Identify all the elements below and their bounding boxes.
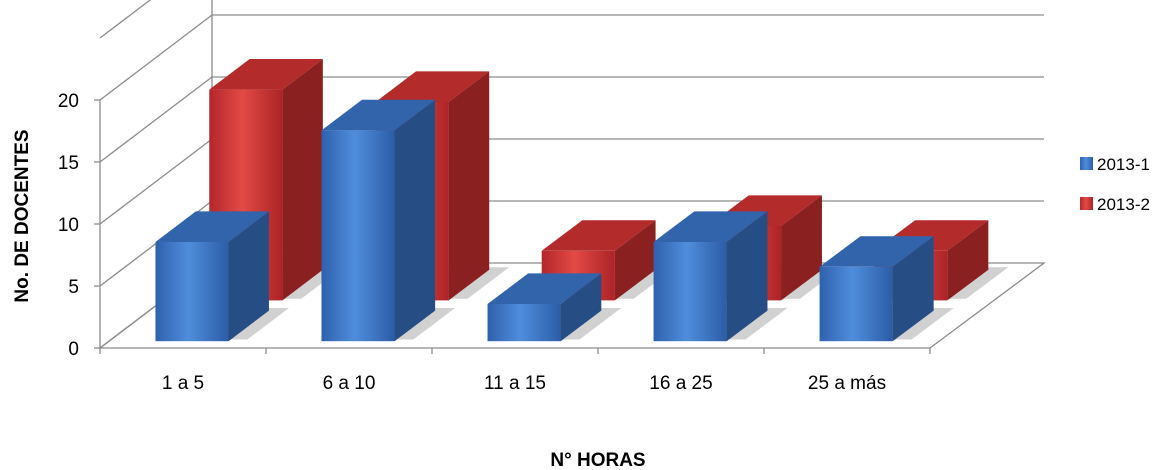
gridline-side <box>99 76 213 163</box>
legend-item-2013-1: 2013-1 <box>1080 155 1150 174</box>
bar-2013-1-5 <box>819 236 954 342</box>
legend-item-2013-2: 2013-2 <box>1080 195 1150 214</box>
bar-top <box>653 211 768 242</box>
legend-swatch <box>1080 197 1093 210</box>
bar-2013-1-1 <box>155 211 289 342</box>
bar-side <box>394 99 436 342</box>
bar-side-shade <box>394 99 436 342</box>
bar-front <box>819 266 893 342</box>
bar-side-shade <box>560 273 602 342</box>
y-axis-title: No. DE DOCENTES <box>12 129 33 302</box>
bar-side-shade <box>892 236 934 342</box>
gridline-side <box>99 0 152 39</box>
bar-top <box>541 220 656 251</box>
y-tick-label: 20 <box>58 91 79 112</box>
bar-top-shade <box>487 273 602 304</box>
bar-side-shade <box>947 220 989 301</box>
y-tick-label: 15 <box>58 153 79 174</box>
x-tick-label: 25 a más <box>808 373 886 394</box>
bar-top-shade <box>819 236 934 267</box>
bar-top-shade <box>541 220 656 251</box>
x-tick-label: 1 a 5 <box>162 373 204 394</box>
x-tick-labels: 1 a 5 6 a 10 11 a 15 16 a 25 25 a más <box>162 373 886 394</box>
bar-front <box>155 242 229 342</box>
bar-top <box>487 273 602 304</box>
legend: 2013-1 2013-2 <box>1080 155 1150 214</box>
bar-front <box>653 242 727 342</box>
bar-top <box>209 59 323 90</box>
y-tick-labels: 0 5 10 15 20 <box>58 91 79 360</box>
bar-top-shade <box>209 59 323 90</box>
bars <box>155 59 1009 342</box>
bar-side <box>282 59 323 301</box>
x-tick-label: 16 a 25 <box>649 373 712 394</box>
bar-side <box>448 71 490 301</box>
bar-top-shade <box>653 211 768 242</box>
bar-top <box>375 71 490 102</box>
bar-side <box>892 236 934 342</box>
x-tick-label: 11 a 15 <box>484 373 546 394</box>
y-tick-label: 5 <box>68 277 79 298</box>
bar-top-shade <box>375 71 490 102</box>
legend-label: 2013-2 <box>1097 195 1150 214</box>
bar-side <box>947 220 989 301</box>
bar-2013-1-3 <box>487 273 622 342</box>
x-tick-label: 6 a 10 <box>323 373 376 394</box>
bar-top <box>819 236 934 267</box>
legend-swatch <box>1080 157 1093 170</box>
bar-side-shade <box>282 59 323 301</box>
bar-top <box>321 99 436 131</box>
legend-label: 2013-1 <box>1097 155 1150 174</box>
bar-2013-1-4 <box>653 211 788 342</box>
bar-side <box>560 273 602 342</box>
gridline-side <box>99 138 213 225</box>
gridlines <box>99 0 1044 349</box>
bar-top <box>155 211 269 242</box>
bar-side <box>228 211 269 342</box>
bar-side-shade <box>726 211 768 342</box>
bar-top-shade <box>155 211 269 242</box>
bar-side <box>726 211 768 342</box>
bar-side <box>781 195 822 301</box>
bar-front <box>487 304 561 342</box>
bar-top-shade <box>321 99 436 131</box>
bar-side-shade <box>228 211 269 342</box>
gridline-side <box>99 14 213 101</box>
bar-side-shade <box>614 220 656 301</box>
x-axis-title: N° HORAS <box>550 450 645 470</box>
bar-2013-1-2 <box>321 99 456 342</box>
bar-side-shade <box>448 71 490 301</box>
bar-side <box>614 220 656 301</box>
bar-front <box>321 130 395 342</box>
bar-side-shade <box>781 195 822 301</box>
y-tick-label: 10 <box>58 215 79 236</box>
axes <box>94 99 931 354</box>
y-tick-label: 0 <box>68 339 79 360</box>
